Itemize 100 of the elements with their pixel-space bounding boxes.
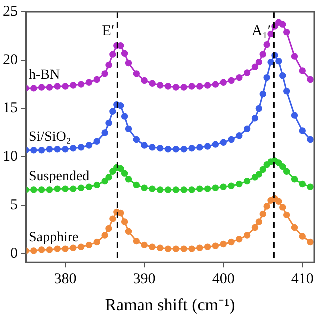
point [121, 50, 128, 57]
point [157, 186, 164, 194]
point [172, 146, 180, 153]
point [121, 113, 128, 120]
point [188, 186, 196, 194]
point [62, 186, 69, 192]
point [307, 184, 314, 190]
point [236, 236, 243, 243]
point [244, 70, 251, 76]
point [70, 82, 77, 89]
point [172, 186, 180, 194]
point [204, 244, 212, 250]
point [86, 184, 93, 190]
point [38, 84, 46, 91]
point [280, 21, 286, 28]
point [164, 146, 172, 153]
point [46, 146, 54, 153]
point [268, 58, 274, 66]
point [118, 165, 124, 172]
point [280, 204, 286, 211]
point [102, 178, 108, 185]
point [283, 212, 290, 219]
point [299, 233, 306, 240]
point [86, 79, 93, 86]
point [110, 168, 116, 175]
x-tick-label: 410 [291, 272, 314, 288]
point [220, 79, 227, 86]
series-label: Sapphire [29, 230, 79, 246]
point [220, 139, 227, 146]
point [110, 216, 116, 222]
point [228, 77, 235, 84]
point [133, 182, 140, 189]
point [62, 83, 69, 90]
point [133, 136, 140, 144]
point [307, 136, 314, 144]
point [228, 182, 235, 190]
point [204, 186, 212, 192]
point [256, 58, 263, 66]
ref-line-label: E′ [102, 23, 115, 40]
point [264, 42, 270, 48]
point [220, 184, 227, 190]
point [220, 240, 227, 248]
point [172, 84, 180, 91]
point [38, 186, 46, 194]
y-tick-label: 20 [3, 52, 18, 68]
point [180, 146, 188, 153]
point [70, 186, 77, 192]
point [188, 145, 196, 152]
point [276, 198, 282, 205]
point [291, 224, 298, 232]
point [244, 232, 251, 239]
point [94, 138, 100, 146]
point [228, 136, 235, 144]
point [236, 74, 243, 82]
point [228, 238, 235, 246]
point [141, 184, 148, 192]
point [283, 28, 290, 36]
point [212, 81, 220, 88]
point [46, 246, 54, 254]
point [299, 128, 306, 134]
point [125, 60, 132, 67]
point [86, 242, 93, 249]
point [46, 84, 54, 91]
point [164, 246, 172, 252]
y-tick-label: 10 [3, 149, 18, 166]
point [307, 76, 314, 84]
point [252, 64, 259, 70]
point [94, 182, 100, 189]
point [30, 186, 38, 194]
point [204, 82, 212, 89]
point [291, 112, 298, 119]
point [102, 130, 108, 136]
point [121, 170, 128, 177]
point [280, 163, 286, 170]
point [106, 62, 112, 69]
point [188, 246, 196, 252]
point [264, 74, 270, 82]
point [256, 171, 263, 178]
point [133, 238, 140, 245]
point [54, 246, 61, 252]
point [78, 81, 85, 88]
point [276, 58, 282, 65]
point [106, 174, 112, 181]
point [212, 141, 220, 148]
point [283, 88, 290, 95]
point [62, 146, 69, 153]
point [149, 186, 156, 192]
point [94, 76, 100, 84]
point [133, 70, 140, 78]
series-label: Suspended [29, 170, 90, 185]
point [86, 142, 93, 149]
point [164, 186, 172, 194]
point [196, 83, 204, 90]
point [149, 144, 156, 151]
point [196, 186, 204, 192]
x-tick-label: 380 [54, 272, 77, 288]
point [236, 180, 243, 188]
point [125, 228, 132, 235]
point [252, 224, 259, 232]
point [291, 53, 298, 60]
